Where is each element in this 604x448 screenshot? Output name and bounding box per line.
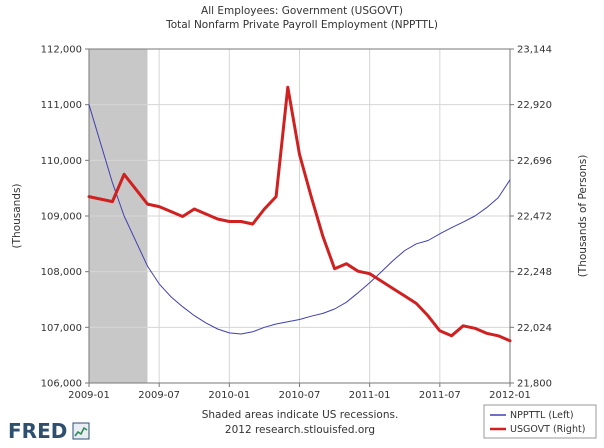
left-axis-ticks: 106,000 107,000 108,000 109,000 110,000 111,0… xyxy=(41,45,89,390)
recession-note: Shaded areas indicate US recessions. xyxy=(202,409,399,421)
right-tick-label: 22,696 xyxy=(517,156,552,167)
left-tick-label: 107,000 xyxy=(41,323,82,334)
x-tick-label: 2011-07 xyxy=(419,390,461,401)
x-tick-label: 2012-01 xyxy=(489,390,531,401)
chart-title-line-1: All Employees: Government (USGOVT) xyxy=(201,5,403,17)
x-tick-label: 2010-07 xyxy=(279,390,321,401)
series-layer xyxy=(87,85,512,343)
x-tick-label: 2010-01 xyxy=(208,390,250,401)
legend: NPPTTL (Left) USGOVT (Right) xyxy=(483,404,597,439)
right-axis-label: (Thousands of Persons) xyxy=(577,155,589,278)
x-tick-label: 2009-07 xyxy=(138,390,180,401)
legend-label-nppttl: NPPTTL (Left) xyxy=(510,410,574,421)
x-axis-ticks: 2009-01 2009-07 2010-01 2010-07 2011-01 2011-… xyxy=(68,383,531,401)
right-tick-label: 22,472 xyxy=(517,212,552,223)
source-note: 2012 research.stlouisfed.org xyxy=(225,424,375,436)
right-tick-label: 22,920 xyxy=(517,100,552,111)
left-tick-label: 111,000 xyxy=(41,100,82,111)
right-axis-ticks: 21,800 22,024 22,248 22,472 22,696 22,920 23,1… xyxy=(510,45,552,390)
legend-box xyxy=(483,404,597,439)
left-tick-label: 109,000 xyxy=(41,212,82,223)
legend-label-usgovt: USGOVT (Right) xyxy=(510,424,585,435)
left-tick-label: 108,000 xyxy=(41,267,82,278)
right-tick-label: 21,800 xyxy=(517,379,552,390)
right-tick-label: 23,144 xyxy=(517,45,552,56)
left-tick-label: 106,000 xyxy=(41,379,82,390)
x-tick-label: 2009-01 xyxy=(68,390,110,401)
series-line-usgovt xyxy=(87,85,512,343)
left-axis-label: (Thousands) xyxy=(11,183,23,248)
fred-logo: FRED xyxy=(8,419,90,443)
chart-title-line-2: Total Nonfarm Private Payroll Employment… xyxy=(165,19,438,31)
right-tick-label: 22,024 xyxy=(517,323,552,334)
fred-logo-text: FRED xyxy=(8,419,67,443)
left-tick-label: 110,000 xyxy=(41,156,82,167)
right-tick-label: 22,248 xyxy=(517,267,552,278)
left-tick-label: 112,000 xyxy=(41,45,82,56)
x-tick-label: 2011-01 xyxy=(349,390,391,401)
fred-logo-chart-icon xyxy=(72,422,90,440)
series-line-nppttl xyxy=(88,104,511,335)
